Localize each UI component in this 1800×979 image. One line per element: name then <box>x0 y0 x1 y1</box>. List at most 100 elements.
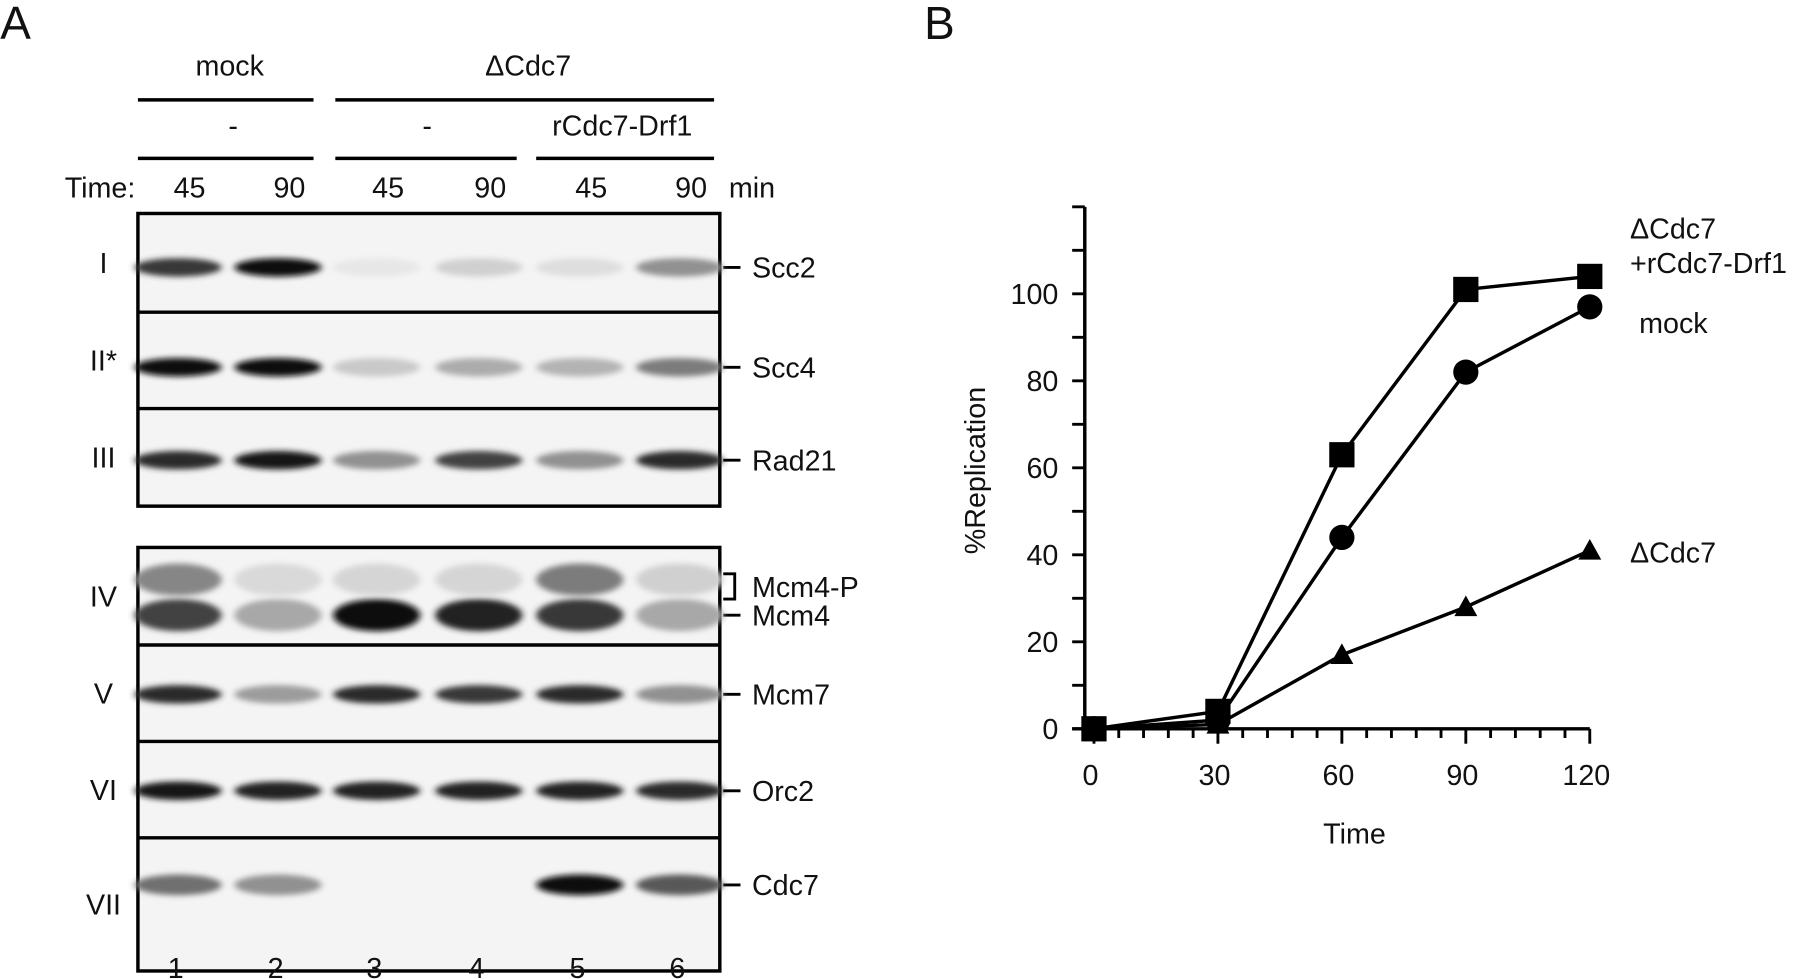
protein-band <box>636 781 724 800</box>
protein-band <box>234 874 322 896</box>
protein-band <box>134 599 222 632</box>
x-tick-label: 90 <box>1446 760 1478 792</box>
time-value: 90 <box>474 172 506 204</box>
protein-band <box>234 258 322 277</box>
data-point-triangle <box>1082 717 1106 738</box>
protein-band <box>333 451 421 470</box>
protein-band <box>435 599 523 632</box>
panel-a-label: A <box>0 0 31 49</box>
protein-label: Rad21 <box>752 446 837 478</box>
y-tick-label: 100 <box>1011 279 1059 311</box>
protein-band <box>435 258 523 277</box>
row-label: I <box>99 248 107 280</box>
data-point-triangle <box>1578 538 1602 560</box>
blot-frame-top <box>136 211 722 508</box>
protein-band <box>333 258 421 277</box>
lane-number: 1 <box>168 953 184 979</box>
y-axis-label: %Replication <box>960 387 992 554</box>
time-values: 45 90 45 90 45 90 <box>174 172 707 204</box>
lane-number: 4 <box>469 953 485 979</box>
y-tick-label: 0 <box>1042 714 1058 746</box>
protein-label: Cdc7 <box>752 870 819 902</box>
blot-frame-bottom <box>136 545 722 973</box>
series-line-circle <box>1093 305 1591 731</box>
group-label-dcdc7: ΔCdc7 <box>485 51 571 83</box>
row-label: V <box>94 679 114 711</box>
x-axis-label: Time <box>1323 819 1386 851</box>
protein-band <box>234 358 322 377</box>
protein-band <box>636 451 724 470</box>
sub-label-3: rCdc7-Drf1 <box>552 110 692 142</box>
row-label: IV <box>90 582 118 614</box>
protein-band <box>234 685 322 704</box>
protein-band <box>636 358 724 377</box>
protein-label-phospho: Mcm4-P <box>752 572 859 604</box>
protein-band <box>435 358 523 377</box>
blot-header: mock ΔCdc7 - - rCdc7-Drf1 Time: min 45 90… <box>65 51 775 205</box>
protein-band <box>134 685 222 704</box>
time-value: 45 <box>372 172 404 204</box>
protein-band <box>636 599 724 632</box>
protein-band <box>134 258 222 277</box>
bracket-icon <box>723 572 737 601</box>
protein-band <box>333 358 421 377</box>
protein-label: Orc2 <box>752 776 814 808</box>
protein-band <box>234 781 322 800</box>
x-tick-label: 0 <box>1083 760 1099 792</box>
row-label: VII <box>86 890 121 922</box>
time-value: 45 <box>575 172 607 204</box>
protein-band <box>234 599 322 632</box>
data-point-square <box>1329 442 1355 468</box>
protein-band-phospho <box>333 563 421 596</box>
protein-band <box>536 599 624 632</box>
protein-band <box>536 685 624 704</box>
time-label: Time: <box>65 172 136 204</box>
protein-band-phospho <box>134 563 222 596</box>
protein-band <box>333 599 421 632</box>
y-tick-label: 40 <box>1026 540 1058 572</box>
data-point-triangle <box>1454 595 1478 617</box>
group-label-mock: mock <box>195 51 264 83</box>
protein-band <box>134 451 222 470</box>
x-tick-label: 30 <box>1199 760 1231 792</box>
series-line-triangle <box>1093 548 1591 731</box>
time-value: 45 <box>174 172 206 204</box>
data-point-circle <box>1577 294 1603 320</box>
protein-band-phospho <box>636 563 724 596</box>
lane-number: 2 <box>268 953 284 979</box>
series-label: +rCdc7-Drf1 <box>1630 248 1787 280</box>
protein-band <box>234 451 322 470</box>
protein-band <box>536 874 624 896</box>
protein-band <box>435 685 523 704</box>
series-label: ΔCdc7 <box>1630 537 1716 569</box>
replication-chart: 0 20 40 60 80 100 0 30 60 90 120 Time %Replication ΔC… <box>960 205 1787 851</box>
time-unit: min <box>729 172 775 204</box>
protein-band-phospho <box>536 563 624 596</box>
x-tick-label: 120 <box>1562 760 1610 792</box>
protein-label: Mcm7 <box>752 680 830 712</box>
data-point-triangle <box>1206 712 1230 734</box>
protein-band <box>333 781 421 800</box>
lane-number: 3 <box>366 953 382 979</box>
protein-band <box>134 781 222 800</box>
data-point-circle <box>1453 359 1479 385</box>
protein-band <box>636 258 724 277</box>
time-value: 90 <box>273 172 305 204</box>
protein-band <box>536 451 624 470</box>
protein-band <box>134 358 222 377</box>
y-tick-label: 80 <box>1026 366 1058 398</box>
y-tick-label: 60 <box>1026 453 1058 485</box>
protein-band-phospho <box>435 563 523 596</box>
row-label: II* <box>90 346 117 378</box>
protein-label: Scc4 <box>752 353 816 385</box>
lane-number: 5 <box>570 953 586 979</box>
data-point-triangle <box>1330 643 1354 665</box>
series-label: ΔCdc7 <box>1630 214 1716 246</box>
sub-label-1: - <box>228 110 238 142</box>
row-label: III <box>92 443 116 475</box>
series-label: mock <box>1639 308 1708 340</box>
data-point-square <box>1453 276 1479 303</box>
time-value: 90 <box>675 172 707 204</box>
protein-band <box>636 874 724 896</box>
